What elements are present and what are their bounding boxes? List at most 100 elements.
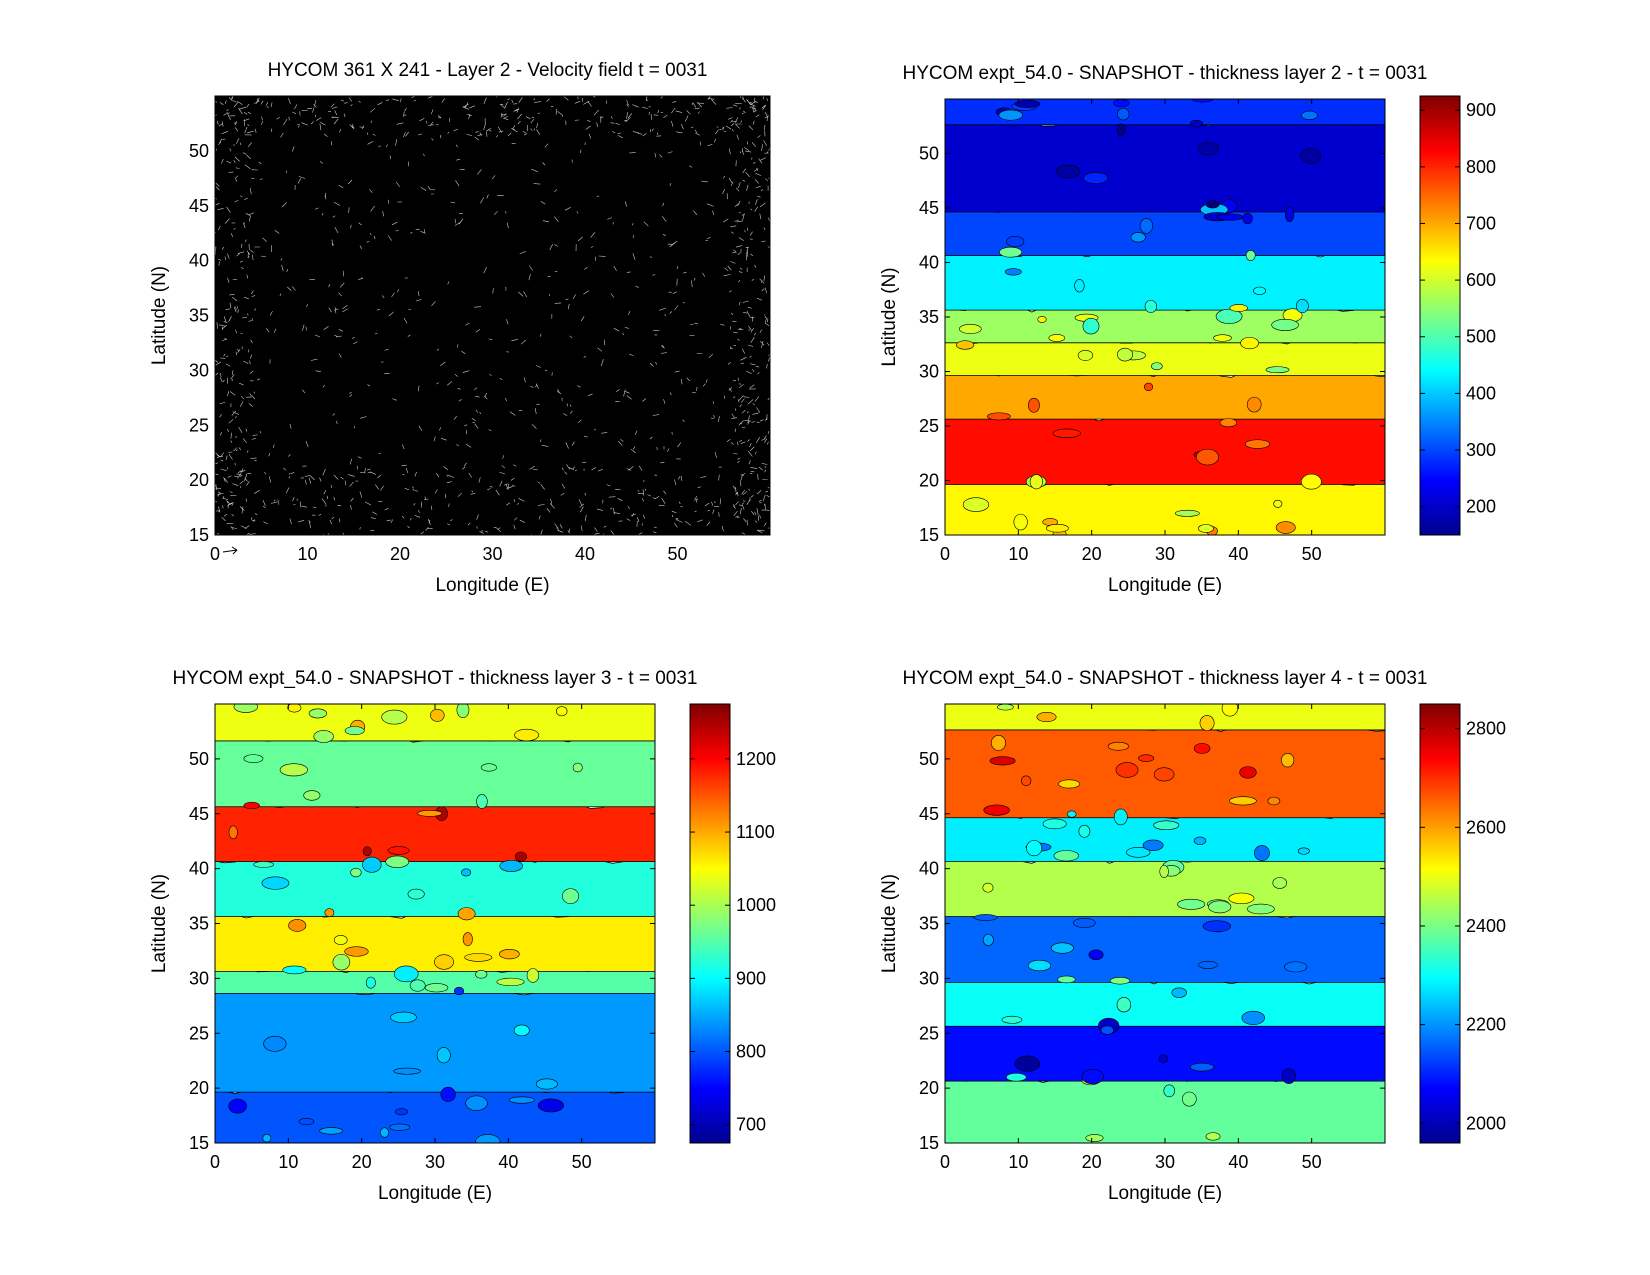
eddy <box>1193 836 1207 845</box>
colorbar-tick-label: 1200 <box>736 749 776 769</box>
eddy <box>243 801 260 810</box>
eddy <box>1281 1068 1296 1084</box>
y-tick-label: 25 <box>189 415 209 435</box>
x-tick-label: 50 <box>572 1152 592 1172</box>
eddy <box>395 1108 408 1116</box>
y-tick-label: 25 <box>919 1023 939 1043</box>
y-axis-label: Latitude (N) <box>149 874 170 973</box>
colorbar <box>689 703 731 1144</box>
eddy <box>1083 172 1109 184</box>
plot-area <box>215 96 770 535</box>
x-tick-label: 40 <box>1228 1152 1248 1172</box>
eddy <box>1215 308 1243 324</box>
eddy <box>1272 877 1288 889</box>
eddy <box>513 1024 530 1037</box>
eddy <box>1284 206 1295 223</box>
panel-1: HYCOM 361 X 241 - Layer 2 - Velocity fie… <box>149 60 771 596</box>
y-tick-label: 40 <box>919 253 939 273</box>
x-tick-label: 0 <box>940 1152 950 1172</box>
eddy <box>1139 218 1154 234</box>
eddy <box>508 1096 535 1104</box>
eddy <box>436 1047 451 1064</box>
y-tick-label: 35 <box>919 307 939 327</box>
eddy <box>253 861 274 868</box>
x-tick-label: 20 <box>1082 1152 1102 1172</box>
eddy <box>982 933 994 946</box>
eddy <box>298 1117 315 1126</box>
eddy <box>973 914 998 921</box>
thickness-band <box>945 906 1385 983</box>
eddy <box>1189 119 1203 128</box>
eddy <box>983 804 1010 816</box>
x-tick-label: 50 <box>667 544 687 564</box>
eddy <box>1042 818 1067 830</box>
x-tick-label: 20 <box>352 1152 372 1172</box>
eddy <box>417 809 443 817</box>
eddy <box>1027 397 1040 413</box>
eddy <box>465 1095 488 1111</box>
eddy <box>1199 715 1215 731</box>
colorbar-tick-label: 2200 <box>1466 1015 1506 1035</box>
eddy <box>262 1133 272 1143</box>
eddy <box>365 976 376 989</box>
eddy <box>1077 349 1094 361</box>
eddy <box>1013 513 1028 531</box>
eddy <box>1153 767 1175 782</box>
y-tick-label: 45 <box>189 804 209 824</box>
y-tick-label: 20 <box>919 471 939 491</box>
eddy <box>303 790 321 801</box>
eddy <box>385 855 410 868</box>
y-tick-label: 20 <box>189 1078 209 1098</box>
eddy <box>1295 298 1309 314</box>
velocity-vectors <box>215 96 770 535</box>
x-tick-label: 0 <box>210 1152 220 1172</box>
y-tick-label: 20 <box>919 1078 939 1098</box>
eddy <box>1189 1062 1215 1072</box>
eddy <box>572 762 583 773</box>
eddy <box>1240 337 1259 350</box>
eddy <box>379 1127 390 1138</box>
eddy <box>333 935 348 945</box>
y-tick-label: 15 <box>189 1133 209 1153</box>
eddy <box>1197 142 1219 156</box>
eddy <box>457 907 476 921</box>
y-axis-label: Latitude (N) <box>149 266 170 365</box>
eddy <box>1037 316 1047 323</box>
x-tick-label: 20 <box>390 544 410 564</box>
eddy <box>461 868 472 877</box>
eddy <box>464 953 493 962</box>
x-tick-label: 10 <box>278 1152 298 1172</box>
eddy <box>1072 917 1096 928</box>
colorbar-tick-label: 900 <box>1466 100 1496 120</box>
eddy <box>313 730 334 743</box>
eddy <box>1151 362 1163 371</box>
eddy <box>997 704 1014 711</box>
eddy <box>430 708 445 722</box>
eddy <box>1056 164 1080 179</box>
eddy <box>1144 382 1154 392</box>
panel-2: HYCOM expt_54.0 - SNAPSHOT - thickness l… <box>879 63 1496 596</box>
y-tick-label: 40 <box>919 859 939 879</box>
eddy <box>1208 900 1232 914</box>
y-tick-label: 50 <box>189 141 209 161</box>
x-tick-label: 30 <box>425 1152 445 1172</box>
plot-area <box>945 99 1385 535</box>
y-tick-label: 30 <box>189 968 209 988</box>
eddy <box>1088 949 1104 961</box>
eddy <box>344 946 369 957</box>
colorbar-tick-label: 500 <box>1466 327 1496 347</box>
eddy <box>526 968 540 983</box>
colorbar-tick-label: 200 <box>1466 497 1496 517</box>
x-tick-label: 10 <box>1008 544 1028 564</box>
eddy <box>1004 268 1022 276</box>
reference-arrow <box>222 546 238 555</box>
eddy <box>1153 820 1180 831</box>
panel-3: HYCOM expt_54.0 - SNAPSHOT - thickness l… <box>149 668 776 1204</box>
eddy <box>1198 524 1214 533</box>
eddy <box>453 986 465 996</box>
eddy <box>1300 148 1322 164</box>
eddy <box>1115 762 1139 778</box>
y-tick-label: 25 <box>189 1023 209 1043</box>
eddy <box>308 708 328 719</box>
eddy <box>1244 439 1271 449</box>
